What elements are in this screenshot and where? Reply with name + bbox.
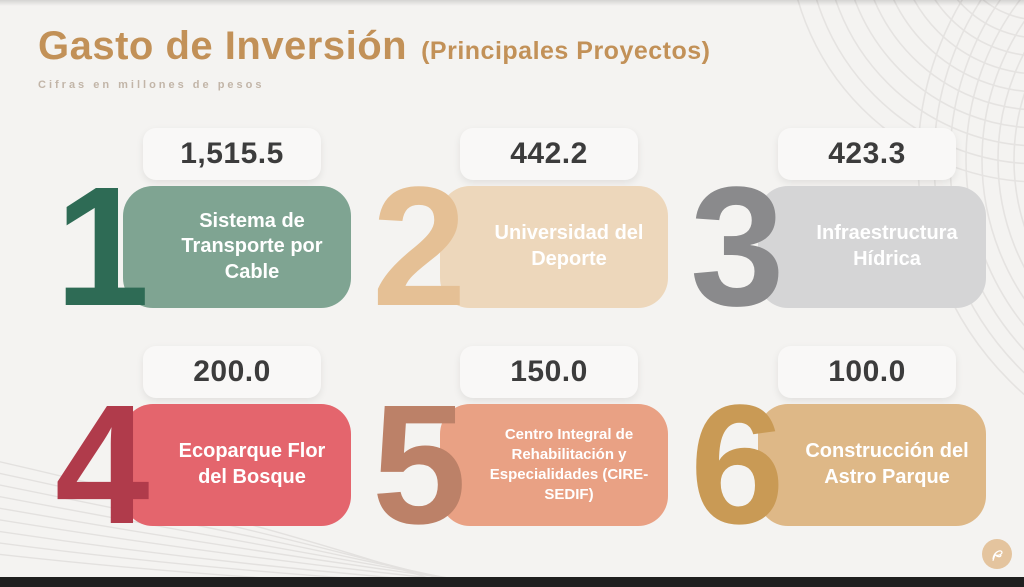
footer-bar — [0, 577, 1024, 587]
project-label-box: Centro Integral de Rehabilitación y Espe… — [440, 404, 668, 526]
value-badge: 150.0 — [460, 346, 638, 398]
project-card-3: 3 423.3 Infraestructura Hídrica — [690, 128, 995, 342]
rank-number: 2 — [372, 152, 467, 342]
page-title: Gasto de Inversión — [38, 24, 408, 68]
rank-number: 5 — [372, 370, 467, 560]
project-label-box: Construcción del Astro Parque — [758, 404, 986, 526]
project-card-4: 4 200.0 Ecoparque Flor del Bosque — [55, 346, 360, 560]
project-label: Construcción del Astro Parque — [805, 440, 969, 488]
value-badge: 200.0 — [143, 346, 321, 398]
project-card-6: 6 100.0 Construcción del Astro Parque — [690, 346, 995, 560]
page-title-suffix: (Principales Proyectos) — [421, 37, 711, 65]
project-label: Sistema de Transporte por Cable — [181, 209, 323, 283]
project-label-box: Infraestructura Hídrica — [758, 186, 986, 308]
page-subtitle: Cifras en millones de pesos — [38, 79, 265, 91]
rank-number: 1 — [55, 152, 150, 342]
logo-glyph-icon — [992, 550, 1003, 561]
project-label: Centro Integral de Rehabilitación y Espe… — [489, 425, 649, 504]
project-card-2: 2 442.2 Universidad del Deporte — [372, 128, 677, 342]
logo-circle — [982, 539, 1012, 569]
value-badge: 442.2 — [460, 128, 638, 180]
header: Gasto de Inversión (Principales Proyecto… — [38, 24, 711, 91]
project-value: 150.0 — [510, 355, 588, 388]
project-label: Infraestructura Hídrica — [816, 222, 958, 270]
project-label-box: Ecoparque Flor del Bosque — [123, 404, 351, 526]
value-badge: 423.3 — [778, 128, 956, 180]
project-value: 423.3 — [828, 137, 906, 170]
rank-number: 6 — [690, 370, 785, 560]
project-label-box: Sistema de Transporte por Cable — [123, 186, 351, 308]
project-value: 100.0 — [828, 355, 906, 388]
value-badge: 100.0 — [778, 346, 956, 398]
top-edge-shadow — [0, 0, 1024, 6]
project-value: 442.2 — [510, 137, 588, 170]
value-badge: 1,515.5 — [143, 128, 321, 180]
project-label-box: Universidad del Deporte — [440, 186, 668, 308]
rank-number: 3 — [690, 152, 785, 342]
title-line: Gasto de Inversión (Principales Proyecto… — [38, 24, 711, 69]
project-card-5: 5 150.0 Centro Integral de Rehabilitació… — [372, 346, 677, 560]
project-value: 200.0 — [193, 355, 271, 388]
project-label: Universidad del Deporte — [494, 222, 644, 270]
project-card-1: 1 1,515.5 Sistema de Transporte por Cabl… — [55, 128, 360, 342]
project-label: Ecoparque Flor del Bosque — [178, 440, 326, 488]
rank-number: 4 — [55, 370, 150, 560]
project-value: 1,515.5 — [180, 137, 284, 170]
